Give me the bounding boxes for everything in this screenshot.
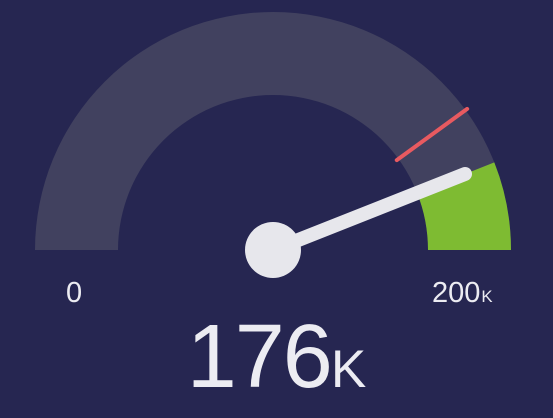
gauge-track (35, 12, 511, 250)
gauge-value: 176 (186, 307, 333, 407)
gauge-needle (266, 166, 472, 257)
gauge-min-label: 0 (66, 279, 82, 308)
gauge-needle-hub (245, 222, 301, 278)
gauge-max-label: 200K (432, 279, 493, 308)
gauge-max-unit: K (481, 287, 493, 306)
gauge-value-readout: 176K (0, 312, 553, 402)
gauge-min-value: 0 (66, 277, 83, 309)
gauge-max-value: 200 (432, 277, 481, 309)
gauge-threshold-marker (394, 106, 470, 163)
gauge-value-unit: K (330, 340, 367, 399)
